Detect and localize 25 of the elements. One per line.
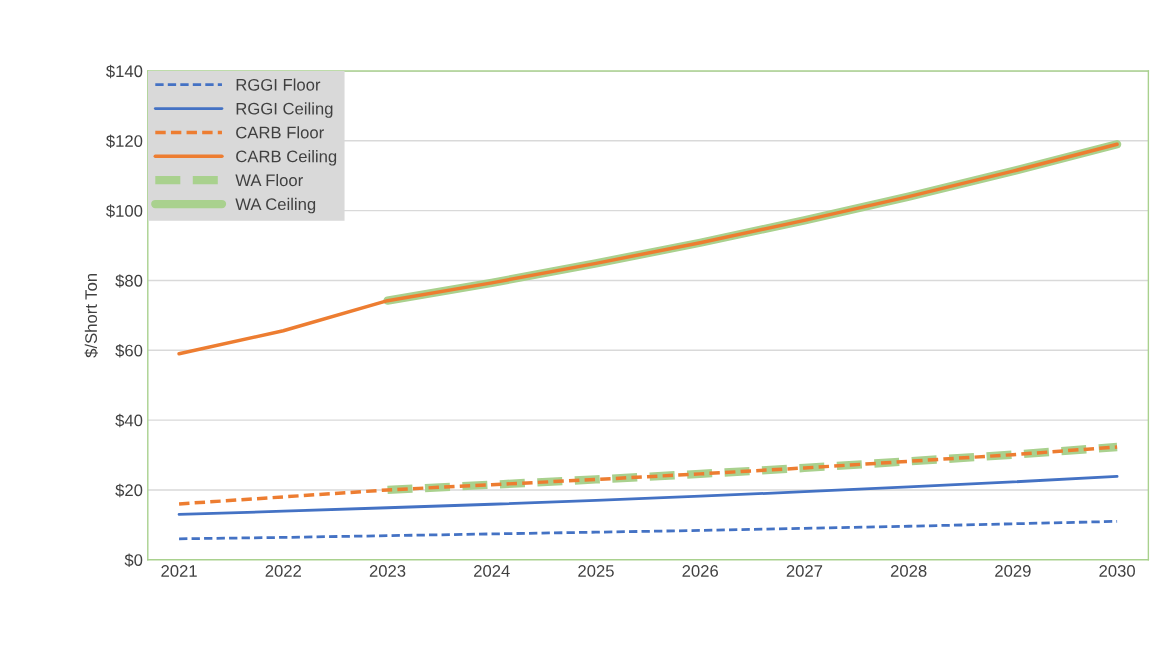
x-tick-label: 2021 (161, 565, 197, 577)
y-tick-label: $80 (115, 274, 143, 288)
y-tick-label: $100 (106, 204, 143, 218)
x-tick-label: 2023 (369, 565, 406, 577)
legend-label: WA Floor (235, 173, 303, 187)
legend-label: RGGI Floor (236, 78, 321, 91)
x-tick-label: 2022 (265, 565, 301, 577)
legend-label: CARB Floor (236, 126, 324, 139)
y-tick-label: $120 (106, 134, 143, 148)
y-tick-label: $40 (115, 413, 143, 428)
x-tick-label: 2029 (995, 565, 1031, 577)
x-tick-label: 2027 (786, 565, 823, 577)
legend-label: CARB Ceiling (236, 150, 337, 166)
x-tick-label: 2028 (890, 565, 927, 577)
y-tick-label: $140 (106, 64, 143, 79)
x-tick-label: 2026 (682, 565, 718, 577)
y-tick-label: $20 (115, 483, 143, 498)
legend-label: WA Ceiling (235, 197, 316, 214)
x-tick-label: 2030 (1099, 565, 1135, 577)
legend-label: RGGI Ceiling (236, 102, 333, 118)
y-tick-label: $0 (124, 553, 143, 567)
x-tick-label: 2025 (578, 565, 614, 577)
x-tick-label: 2024 (474, 565, 510, 577)
y-axis-title: $/Short Ton (84, 273, 99, 358)
y-tick-label: $60 (115, 343, 143, 358)
